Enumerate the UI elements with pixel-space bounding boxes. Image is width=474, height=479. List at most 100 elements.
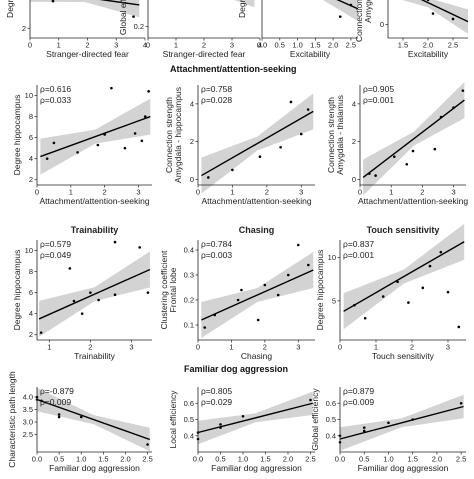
section-title-attachment: Attachment/attention-seeking (170, 64, 297, 74)
x-axis-label: Stranger-directed fear (163, 49, 246, 59)
y-axis-label: Frontal lobe (168, 267, 178, 312)
data-point (97, 298, 100, 302)
stat-annotation: ρ=0.001 (363, 95, 394, 105)
x-tick-label: 0.0 (257, 41, 267, 50)
y-tick-label: 0.5 (326, 415, 336, 424)
data-point (52, 141, 56, 145)
confidence-band (30, 0, 140, 18)
data-point (89, 291, 92, 294)
stat-annotation: ρ=0.758 (201, 84, 232, 94)
y-axis-label: Amygdala - hippocampus (173, 87, 183, 183)
data-point (263, 283, 267, 287)
y-tick-label: 0.3 (184, 271, 194, 280)
chart-panel-6: 0 1 2 3 0 2 4 Attachment/attention-seeking Conne… (326, 82, 468, 206)
stat-annotation: ρ=0.805 (201, 386, 232, 396)
y-axis-label: Local efficiency (168, 390, 178, 449)
y-tick-label: 10 (25, 246, 33, 255)
data-point (146, 443, 149, 446)
data-point (353, 303, 356, 307)
x-tick-label: 1.5 (407, 455, 417, 464)
y-tick-label: 4 (352, 99, 356, 108)
x-tick-label: 3 (230, 41, 234, 50)
regression-line (99, 0, 140, 6)
x-tick-label: 2.0 (328, 41, 338, 50)
data-point (407, 301, 410, 304)
y-tick-label: 8 (29, 112, 33, 121)
regression-line (339, 405, 464, 440)
data-point (57, 415, 61, 419)
data-point (213, 313, 217, 317)
y-tick-label: 2.5 (23, 430, 33, 439)
data-point (306, 108, 310, 111)
chart-panel-3: 1.5 2.0 2.5 0 Excitability Connection strengt… (354, 0, 469, 59)
data-point (103, 133, 106, 136)
stat-annotation: ρ=0.009 (40, 397, 71, 407)
x-tick-label: 1 (389, 188, 393, 197)
y-axis-label: Connection strength (354, 0, 364, 42)
x-axis-label: Attachment/attention-seeking (201, 196, 311, 206)
x-tick-label: 0.0 (335, 455, 345, 464)
data-point (76, 151, 79, 154)
data-point (207, 176, 210, 179)
data-point (256, 318, 260, 322)
chart-panel-10: 0.0 0.5 1.0 1.5 2.0 2.5 2.5 3.0 3.5 4.0 Familiar d… (7, 371, 153, 473)
x-tick-label: 0.5 (54, 455, 64, 464)
data-point (396, 280, 399, 284)
x-tick-label: 3 (129, 343, 133, 352)
x-tick-label: 0 (358, 188, 362, 197)
data-point (219, 423, 222, 426)
chart-title: Touch sensitivity (367, 225, 440, 235)
stat-annotation: ρ=0.029 (201, 397, 232, 407)
y-tick-label: 0.5 (184, 415, 194, 424)
y-axis-label: Clustering coefficient (159, 250, 169, 329)
y-tick-label: 0.6 (184, 399, 194, 408)
x-axis-label: Familiar dog aggression (49, 463, 140, 473)
x-tick-label: 1.5 (260, 455, 270, 464)
stat-annotation: ρ=0.001 (343, 250, 374, 260)
x-tick-label: 0.5 (359, 455, 369, 464)
y-tick-label: 3.0 (23, 418, 33, 427)
y-tick-label: 0.2 (184, 296, 194, 305)
confidence-band (234, 0, 255, 8)
data-point (381, 295, 385, 298)
y-axis-label: Degree hippocampus (12, 95, 22, 176)
data-point (457, 325, 461, 329)
x-tick-label: 1 (57, 41, 61, 50)
y-tick-label: 2 (190, 137, 194, 146)
regression-line (201, 269, 314, 321)
data-point (349, 3, 353, 7)
data-point (79, 415, 83, 419)
x-tick-label: 2 (202, 41, 206, 50)
stat-annotation: ρ=0.003 (201, 250, 232, 260)
x-tick-label: 2 (85, 41, 89, 50)
data-point (113, 240, 117, 244)
chart-panel-7: 1 2 3 2 4 6 8 10 Trainability Degree hippocampus T… (12, 225, 152, 361)
x-tick-label: 2.0 (432, 455, 442, 464)
regression-line (362, 99, 465, 179)
data-point (279, 145, 282, 149)
chart-title: Trainability (71, 225, 119, 235)
data-point (405, 162, 409, 166)
y-tick-label: 4 (29, 154, 33, 163)
chart-panel-8: 0 1 2 3 0.1 0.2 0.3 0.4 Chasing Clustering coeffi… (159, 225, 315, 361)
y-axis-label: Degree (5, 0, 15, 18)
data-point (421, 286, 425, 290)
y-tick-label: 8 (29, 267, 33, 276)
data-point (286, 273, 290, 277)
x-tick-label: 1.5 (98, 455, 108, 464)
x-tick-label: 1 (47, 343, 51, 352)
y-axis-label: Characteristic path length (7, 371, 17, 468)
x-tick-label: 3 (451, 188, 455, 197)
stat-annotation: ρ=0.905 (363, 84, 394, 94)
x-tick-label: 1.0 (238, 455, 248, 464)
x-tick-label: 2.5 (448, 41, 458, 50)
data-point (338, 15, 342, 18)
x-tick-label: 2 (263, 343, 267, 352)
x-axis-label: Trainability (74, 351, 116, 361)
y-tick-label: 3.5 (23, 405, 33, 414)
stat-annotation: ρ=0.009 (343, 397, 374, 407)
data-point (362, 429, 366, 433)
chart-panel-4: 0 1 2 3 2 4 6 8 10 Attachment/attention-seeking De… (12, 84, 152, 206)
x-tick-label: 2.0 (283, 455, 293, 464)
stat-annotation: ρ=0.028 (201, 95, 232, 105)
